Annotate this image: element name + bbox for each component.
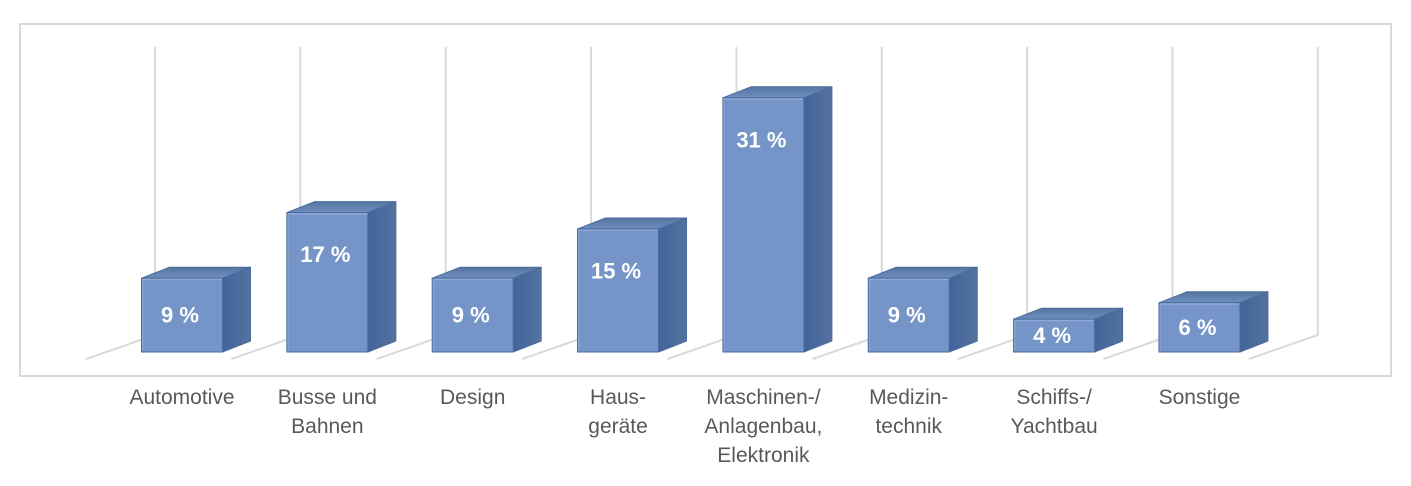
bars: 9 % 17 % 9 % 15 % 31 % 9 % 4 % 6 % xyxy=(141,86,1269,353)
bar-automotive: 9 % xyxy=(141,266,251,353)
value-label: 6 % xyxy=(1178,315,1216,340)
category-label: Design xyxy=(440,386,505,409)
bar-design: 9 % xyxy=(431,266,542,353)
bar-side-face xyxy=(512,266,542,353)
bar-side-face xyxy=(658,217,688,353)
value-label: 17 % xyxy=(300,242,350,267)
category-axis-labels: Automotive Busse und Bahnen Design Haus-gerä… xyxy=(129,386,1240,467)
bar-front-face xyxy=(867,277,950,353)
category-label: Sonstige xyxy=(1159,386,1241,409)
bar-side-face xyxy=(948,266,978,353)
bar-front-face xyxy=(1158,302,1241,353)
category-label: Busse und Bahnen xyxy=(278,386,377,438)
bar-haus-ger-te: 15 % xyxy=(577,217,688,353)
category-label: Haus-geräte xyxy=(588,386,648,438)
bar-side-face xyxy=(803,86,833,353)
plot-area-border xyxy=(19,23,1392,377)
category-label: Automotive xyxy=(129,386,234,409)
bar-maschinen-anlagenbau-elektronik: 31 % xyxy=(722,86,833,353)
bar-front-face xyxy=(722,97,805,353)
category-label: Schiffs-/Yachtbau xyxy=(1011,386,1098,438)
category-label: Maschinen-/Anlagenbau, Elektronik xyxy=(704,386,822,467)
value-label: 9 % xyxy=(161,303,199,328)
bar-front-face xyxy=(577,228,660,353)
value-label: 31 % xyxy=(736,127,786,152)
bar-medizin-technik: 9 % xyxy=(867,266,978,353)
bar-front-face xyxy=(141,277,223,353)
category-label: Medizin-technik xyxy=(869,386,948,438)
bar-schiffs-yachtbau: 4 % xyxy=(1013,307,1124,353)
value-label: 15 % xyxy=(591,259,641,284)
value-label: 4 % xyxy=(1033,323,1071,348)
bar-side-face xyxy=(367,201,397,353)
bar-front-face xyxy=(286,212,369,353)
bar-front-face xyxy=(431,277,514,353)
value-label: 9 % xyxy=(452,303,490,328)
bar-side-face xyxy=(222,266,251,353)
bar-sonstige: 6 % xyxy=(1158,291,1269,353)
floor-depth-gridline xyxy=(1248,334,1319,360)
bar-front-face xyxy=(1013,318,1096,353)
value-label: 9 % xyxy=(888,303,926,328)
bar-busse-und-bahnen: 17 % xyxy=(286,201,397,353)
